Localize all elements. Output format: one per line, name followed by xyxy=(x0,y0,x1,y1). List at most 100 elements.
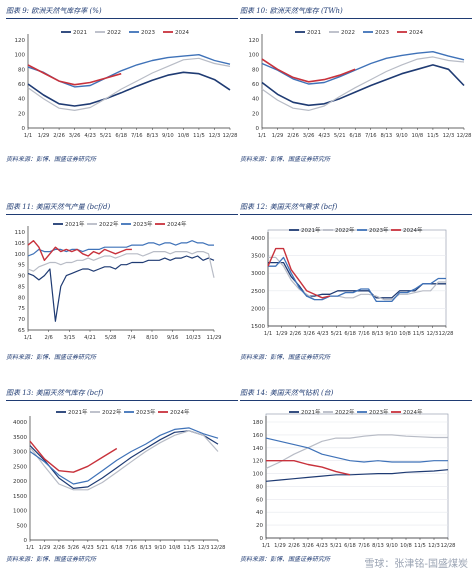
chart-title-10: 图表 10: 欧洲天然气库存 (TWh) xyxy=(240,7,343,15)
y-tick-label: 2500 xyxy=(251,289,265,295)
x-tick-label: 3/26 xyxy=(303,133,315,139)
series-line-2022年 xyxy=(29,430,219,491)
y-tick-label: 180 xyxy=(253,420,264,426)
x-tick-label: 1/29 xyxy=(38,133,50,139)
x-tick-label: 5/21 xyxy=(331,331,343,337)
x-tick-label: 12/3 xyxy=(428,543,440,549)
chart-title-14: 图表 14: 美国天然气钻机 (台) xyxy=(240,389,334,397)
x-tick-label: 4/23 xyxy=(316,543,328,549)
x-tick-label: 12/28 xyxy=(439,331,454,337)
chart-panel-12: 图表 12: 美国天然气需求 (bcf) 1500 2000 2500 3000 350… xyxy=(240,202,472,362)
y-tick-label: 2000 xyxy=(13,479,27,485)
x-tick-label: 1/29 xyxy=(274,543,286,549)
title-rule-13 xyxy=(6,400,238,401)
series-line-2022 xyxy=(261,56,465,111)
x-tick-label: 9/10 xyxy=(154,545,166,551)
x-tick-label: 3/26 xyxy=(69,133,81,139)
x-tick-label: 11/5 xyxy=(427,133,439,139)
legend-label: 2023年 xyxy=(369,226,389,234)
x-tick-label: 12/3 xyxy=(198,545,210,551)
series-line-2024年 xyxy=(27,240,132,261)
y-tick-label: 75 xyxy=(18,306,25,312)
series-line-2021年 xyxy=(265,469,449,482)
x-tick-label: 11/5 xyxy=(413,331,425,337)
y-tick-label: 2000 xyxy=(251,306,265,312)
y-tick-label: 70 xyxy=(18,317,25,323)
series-line-2024 xyxy=(27,64,122,86)
x-tick-label: 1/1 xyxy=(24,133,32,139)
legend-label: 2023 xyxy=(141,30,155,36)
legend-label: 2022年 xyxy=(102,408,122,416)
legend-label: 2024 xyxy=(409,30,423,36)
y-tick-label: 60 xyxy=(252,82,259,88)
y-tick-label: 2500 xyxy=(13,464,27,470)
y-tick-label: 0 xyxy=(24,538,28,544)
x-tick-label: 2/26 xyxy=(287,133,299,139)
y-tick-label: 100 xyxy=(253,472,264,478)
source-note-13: 资料来源：彭博、国盛证券研究所 xyxy=(6,556,97,563)
y-tick-label: 4000 xyxy=(251,236,265,242)
y-tick-label: 4000 xyxy=(13,420,27,426)
title-rule-10 xyxy=(240,18,472,19)
series-line-2023年 xyxy=(268,256,446,303)
series-line-2024年 xyxy=(267,247,331,299)
x-tick-label: 6/18 xyxy=(349,133,361,139)
x-tick-label: 9/10 xyxy=(162,133,174,139)
x-tick-label: 8/10 xyxy=(146,335,158,341)
chart-title-9: 图表 9: 欧洲天然气库存率 (%) xyxy=(6,7,102,15)
x-tick-label: 4/23 xyxy=(317,331,329,337)
x-tick-label: 4/23 xyxy=(318,133,330,139)
x-tick-label: 8/13 xyxy=(372,543,384,549)
y-tick-label: 120 xyxy=(15,38,26,44)
y-tick-label: 100 xyxy=(249,53,260,59)
x-tick-label: 3/26 xyxy=(68,545,80,551)
legend-label: 2024年 xyxy=(167,220,187,228)
chart-title-13: 图表 13: 美国天然气库存 (bcf) xyxy=(6,389,104,397)
y-tick-label: 0 xyxy=(22,126,26,132)
series-line-2021年 xyxy=(27,255,215,322)
x-tick-label: 7/4 xyxy=(127,335,136,341)
x-tick-label: 12/28 xyxy=(457,133,472,139)
y-tick-label: 85 xyxy=(18,284,25,290)
x-tick-label: 11/5 xyxy=(414,543,426,549)
x-tick-label: 10/8 xyxy=(400,543,412,549)
series-line-2023 xyxy=(27,54,231,88)
y-tick-label: 65 xyxy=(18,328,25,334)
chart-svg-12: 1500 2000 2500 3000 3500 4000 1/1 1/29 2/26 3/26 4… xyxy=(251,226,454,337)
legend-label: 2022 xyxy=(341,30,355,36)
y-tick-label: 60 xyxy=(18,82,25,88)
chart-title-12: 图表 12: 美国天然气需求 (bcf) xyxy=(240,203,338,211)
y-tick-label: 95 xyxy=(18,263,25,269)
legend-label: 2024年 xyxy=(403,226,423,234)
series-line-2024年 xyxy=(29,440,118,473)
x-tick-label: 12/3 xyxy=(443,133,455,139)
y-tick-label: 40 xyxy=(252,97,259,103)
y-tick-label: 40 xyxy=(18,97,25,103)
y-tick-label: 0 xyxy=(260,536,264,542)
chart-panel-9: 图表 9: 欧洲天然气库存率 (%) 0 20 40 60 80 100 120 1/1 1/2… xyxy=(6,6,238,166)
watermark-text: 雪球：张津铭-国盛煤炭 xyxy=(364,559,468,570)
x-tick-label: 2/26 xyxy=(53,133,65,139)
title-rule-14 xyxy=(240,400,472,401)
legend-label: 2023 xyxy=(375,30,389,36)
series-line-2023年 xyxy=(29,427,219,485)
x-tick-label: 4/21 xyxy=(84,335,96,341)
x-tick-label: 1/1 xyxy=(26,545,34,551)
y-tick-label: 0 xyxy=(256,126,260,132)
plot-frame xyxy=(267,229,447,327)
y-tick-label: 3500 xyxy=(13,435,27,441)
y-tick-label: 80 xyxy=(18,295,25,301)
x-tick-label: 10/8 xyxy=(412,133,424,139)
legend-label: 2022 xyxy=(107,30,121,36)
x-tick-label: 6/18 xyxy=(344,331,356,337)
x-tick-label: 7/16 xyxy=(358,331,370,337)
legend-label: 2024年 xyxy=(170,408,190,416)
y-tick-label: 110 xyxy=(15,230,26,236)
chart-svg-9: 0 20 40 60 80 100 120 1/1 1/29 2/26 3/26 4/23 5/21 6/… xyxy=(15,30,238,139)
x-tick-label: 3/15 xyxy=(64,335,76,341)
x-tick-label: 5/21 xyxy=(96,545,108,551)
chart-panel-11: 图表 11: 美国天然气产量 (bcf/d) 65 70 75 80 85 90 95 100… xyxy=(6,202,238,362)
x-tick-label: 5/28 xyxy=(105,335,117,341)
x-tick-label: 11/5 xyxy=(183,545,195,551)
